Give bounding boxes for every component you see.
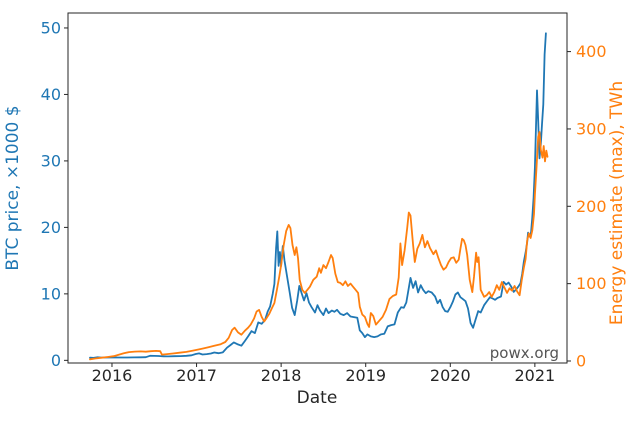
axis-tick-labels: 2016 2017 2018 2019 2020 2021 0 10 20 30 40 50 0 100 2… bbox=[41, 18, 607, 385]
x-tick-label: 2020 bbox=[430, 366, 471, 385]
y-tick-label-left: 0 bbox=[51, 351, 61, 370]
y-tick-label-left: 20 bbox=[41, 218, 61, 237]
x-tick-label: 2017 bbox=[176, 366, 217, 385]
energy-line bbox=[89, 131, 549, 361]
y-tick-label-right: 400 bbox=[576, 42, 607, 61]
y-tick-label-right: 200 bbox=[576, 197, 607, 216]
x-tick-label: 2016 bbox=[92, 366, 133, 385]
x-axis-title: Date bbox=[297, 388, 338, 408]
right-axis-title: Energy estimate (max), TWh bbox=[607, 81, 627, 325]
y-tick-label-left: 10 bbox=[41, 284, 61, 303]
plot-frame bbox=[67, 12, 568, 364]
y-tick-label-right: 100 bbox=[576, 274, 607, 293]
watermark: powx.org bbox=[490, 344, 559, 362]
x-tick-label: 2018 bbox=[261, 366, 302, 385]
x-tick-label: 2019 bbox=[345, 366, 386, 385]
x-tick-label: 2021 bbox=[515, 366, 556, 385]
series-lines bbox=[89, 32, 549, 361]
btc-price-line bbox=[89, 32, 547, 359]
left-axis-title: BTC price, ×1000 $ bbox=[3, 105, 23, 270]
y-tick-label-right: 300 bbox=[576, 119, 607, 138]
y-tick-label-left: 50 bbox=[41, 18, 61, 37]
y-tick-label-right: 0 bbox=[576, 351, 586, 370]
y-tick-label-left: 30 bbox=[41, 151, 61, 170]
axis-ticks bbox=[64, 27, 571, 367]
y-tick-label-left: 40 bbox=[41, 85, 61, 104]
